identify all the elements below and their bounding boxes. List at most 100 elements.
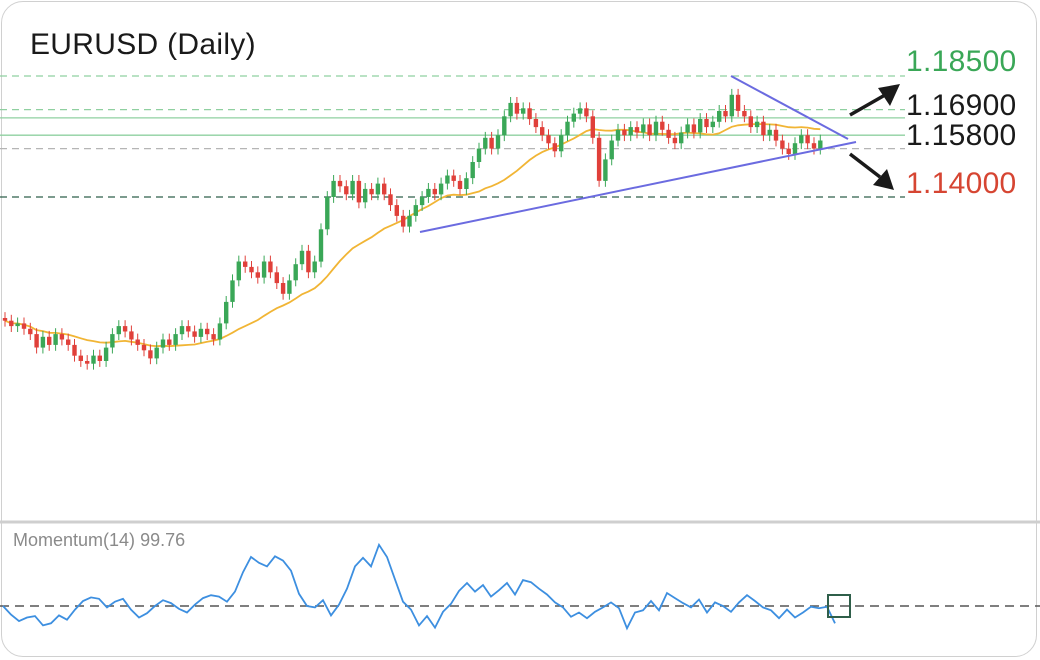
- candle-body: [438, 183, 444, 195]
- candle-body: [34, 334, 39, 348]
- momentum-panel: [0, 542, 1040, 631]
- candle-body: [344, 186, 349, 195]
- level-label-mid-high: 1.16900: [906, 89, 1017, 122]
- candle-body: [350, 180, 355, 195]
- candle-body: [577, 108, 583, 114]
- candle-body: [306, 250, 311, 273]
- highlight-box: [827, 594, 851, 618]
- candle-body: [179, 326, 185, 335]
- candle-body: [299, 250, 305, 265]
- candle-body: [609, 140, 614, 160]
- candle-body: [502, 116, 507, 136]
- candle-body: [521, 108, 526, 114]
- candle-body: [230, 280, 235, 302]
- momentum-label: Momentum(14) 99.76: [13, 530, 185, 551]
- candle-body: [85, 361, 90, 364]
- candle-body: [559, 135, 564, 152]
- candle-body: [685, 124, 690, 133]
- candle-body: [72, 344, 77, 356]
- candle-body: [729, 94, 734, 117]
- level-label-lower: 1.14000: [906, 167, 1017, 200]
- candle-body: [527, 108, 532, 120]
- candle-body: [742, 111, 747, 117]
- candle-body: [426, 188, 431, 197]
- resistance-trendline: [730, 75, 849, 140]
- candle-body: [773, 129, 779, 141]
- candle-body: [754, 121, 760, 128]
- ma-line: [4, 123, 821, 348]
- candle-body: [476, 148, 482, 162]
- candle-body: [186, 326, 191, 332]
- candle-body: [217, 323, 223, 340]
- candle-body: [653, 121, 659, 136]
- candle-body: [628, 127, 633, 136]
- candle-body: [717, 111, 722, 122]
- moving-average: [4, 123, 821, 348]
- down-arrow-head: [873, 169, 894, 190]
- candle-body: [198, 328, 204, 337]
- candle-body: [274, 272, 279, 284]
- candle-body: [312, 261, 317, 273]
- candle-body: [243, 261, 248, 267]
- up-arrow-head: [878, 84, 900, 106]
- candle-body: [122, 326, 128, 332]
- candle-body: [53, 334, 58, 345]
- candle-body: [723, 111, 728, 117]
- candle-body: [704, 119, 709, 128]
- candle-body: [249, 266, 254, 273]
- candle-body: [590, 116, 595, 138]
- candle-body: [565, 121, 570, 136]
- candle-body: [331, 180, 336, 197]
- candle-body: [224, 301, 229, 324]
- candle-body: [596, 137, 602, 181]
- candle-body: [110, 334, 115, 348]
- candle-body: [21, 323, 27, 329]
- down-arrow-shaft: [848, 152, 882, 179]
- momentum-name: Momentum(14): [13, 530, 136, 550]
- candle-body: [15, 323, 20, 327]
- candle-body: [748, 116, 753, 128]
- candle-body: [375, 183, 381, 195]
- candle-body: [641, 124, 646, 133]
- chart-title: EURUSD (Daily): [30, 28, 256, 61]
- level-label-upper: 1.18500: [906, 45, 1017, 78]
- candle-body: [236, 261, 241, 281]
- level-lines: [0, 75, 905, 198]
- candle-body: [66, 339, 71, 345]
- momentum-line: [2, 542, 836, 631]
- candle-body: [268, 261, 273, 273]
- candle-body: [634, 127, 640, 133]
- candle-body: [2, 318, 8, 321]
- candle-body: [129, 331, 134, 340]
- candle-body: [792, 143, 798, 154]
- candle-body: [710, 121, 715, 128]
- candle-body: [280, 283, 286, 294]
- candle-body: [799, 135, 804, 144]
- level-label-mid-low: 1.15800: [906, 119, 1017, 152]
- candle-body: [546, 135, 551, 144]
- candle-body: [97, 355, 102, 361]
- candle-body: [160, 339, 166, 348]
- candle-body: [337, 180, 343, 187]
- candle-body: [78, 355, 83, 361]
- triangle-trendlines: [419, 75, 857, 233]
- candle-body: [413, 205, 418, 216]
- momentum-value: 99.76: [140, 530, 186, 550]
- candle-body: [508, 102, 513, 117]
- candle-body: [615, 129, 621, 141]
- candle-body: [698, 119, 703, 133]
- candle-body: [818, 140, 823, 149]
- candle-body: [318, 229, 324, 262]
- candle-body: [780, 140, 785, 149]
- candle-body: [103, 347, 109, 361]
- candle-body: [91, 355, 96, 364]
- candle-body: [261, 261, 267, 278]
- candle-body: [141, 344, 147, 351]
- candle-body: [369, 188, 374, 195]
- candle-body: [571, 113, 576, 122]
- candle-body: [40, 336, 46, 348]
- candle-body: [679, 132, 684, 144]
- candle-body: [552, 143, 557, 152]
- candle-body: [293, 264, 298, 281]
- candle-body: [419, 197, 425, 206]
